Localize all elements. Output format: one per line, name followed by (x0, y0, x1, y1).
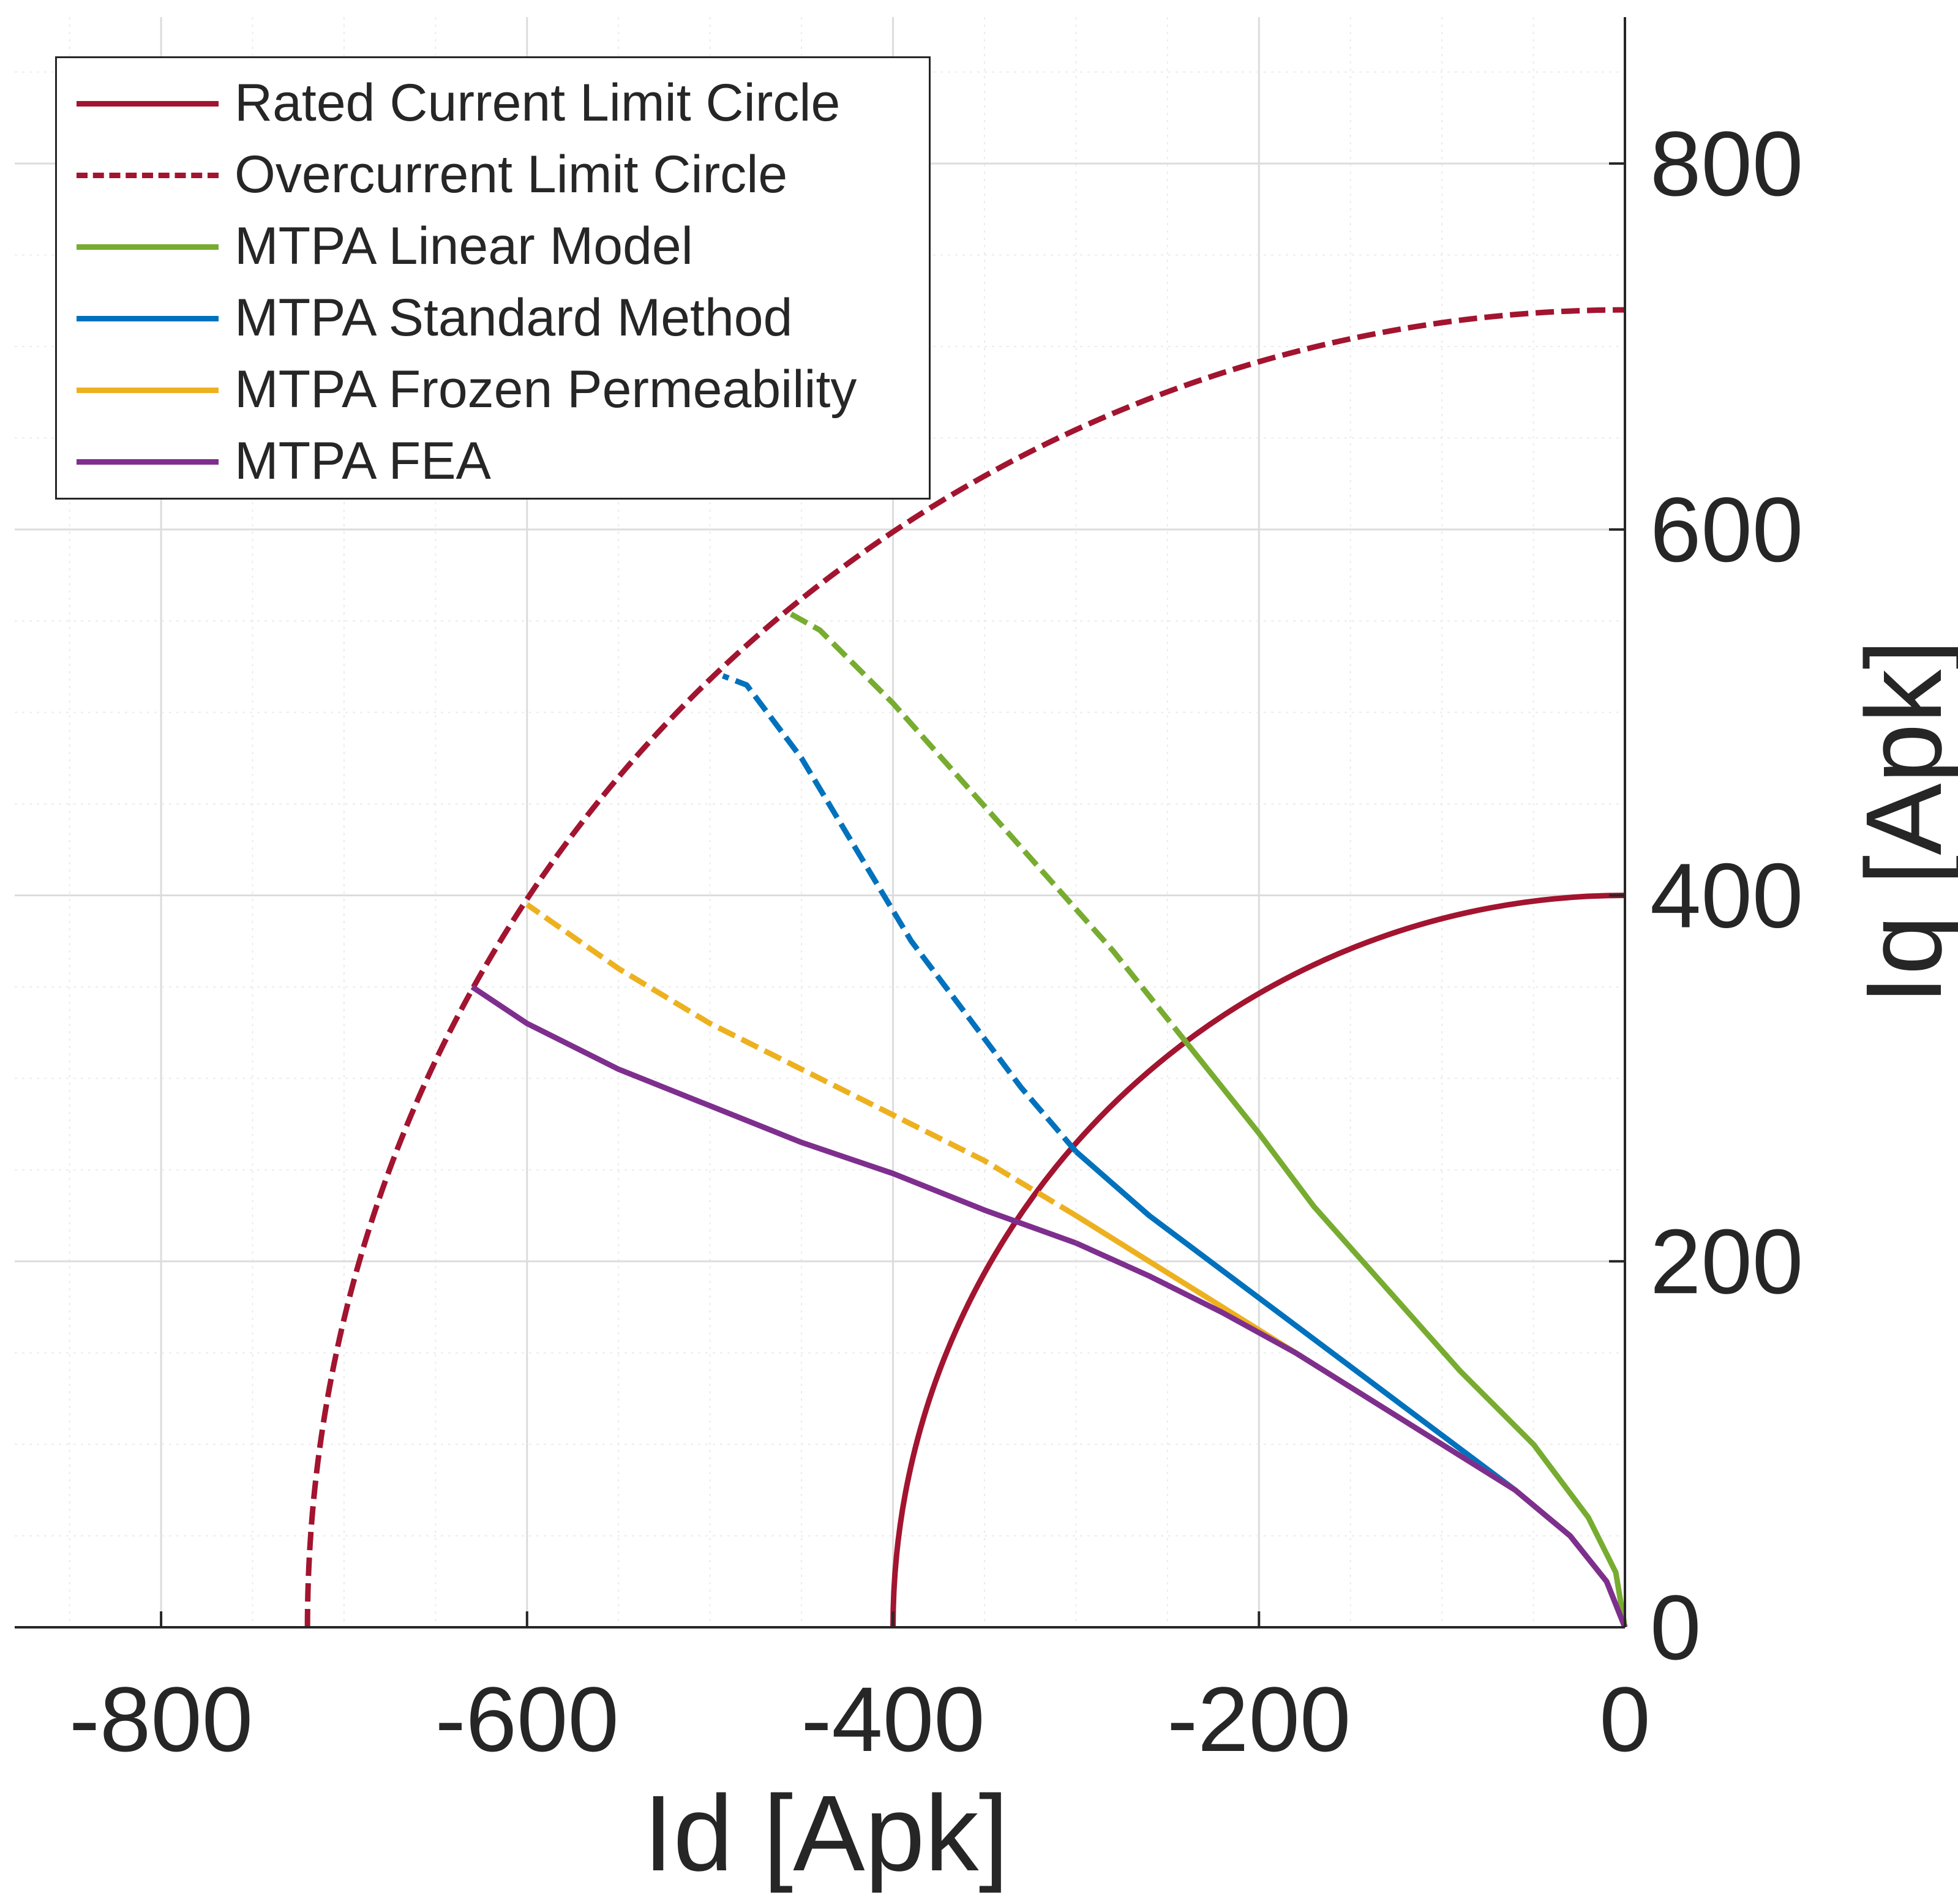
legend-swatch (77, 244, 219, 250)
x-tick-label: 0 (1599, 1668, 1650, 1771)
legend-label: MTPA FEA (234, 432, 491, 490)
series-line-mtpa-linear-model-over (786, 609, 1188, 1044)
axes (15, 17, 1626, 1629)
legend-entry-rated-circle: Rated Current Limit Circle (57, 68, 929, 140)
legend-label: MTPA Standard Method (234, 288, 793, 347)
x-tick-label: -800 (69, 1668, 253, 1771)
y-axis-label: Iq [Apk] (1844, 640, 1958, 1005)
legend-label: Rated Current Limit Circle (234, 73, 841, 132)
legend-swatch (77, 316, 219, 321)
plot-series (304, 307, 1628, 1629)
legend-swatch (77, 459, 219, 465)
legend-entry-mtpa-fea: MTPA FEA (57, 426, 929, 498)
series-line-mtpa-frozen-permeability-over (525, 902, 1078, 1218)
y-tick-label: 800 (1650, 112, 1803, 215)
x-tick-label: -400 (801, 1668, 985, 1771)
y-tick-label: 600 (1650, 478, 1803, 581)
y-tick-label: 0 (1650, 1576, 1701, 1679)
legend-entry-mtpa-linear: MTPA Linear Model (57, 211, 929, 283)
series-line-mtpa-fea-rated (1075, 1240, 1628, 1629)
legend-label: Overcurrent Limit Circle (234, 145, 788, 204)
legend-swatch (77, 173, 219, 178)
series-line-mtpa-fea-over (470, 984, 1077, 1246)
series-line-overcurrent-limit-circle (304, 307, 1626, 1628)
y-tick-label: 200 (1650, 1210, 1803, 1313)
legend-entry-overcurrent-circle: Overcurrent Limit Circle (57, 140, 929, 211)
series-line-mtpa-linear-model-rated (1183, 1040, 1628, 1628)
legend-swatch (77, 388, 219, 393)
x-tick-label: -600 (435, 1668, 619, 1771)
legend: Rated Current Limit Circle Overcurrent L… (55, 56, 931, 500)
legend-entry-mtpa-standard: MTPA Standard Method (57, 283, 929, 354)
legend-label: MTPA Frozen Permeability (234, 360, 857, 419)
series-line-mtpa-standard-method-over (721, 673, 1078, 1153)
y-tick-label: 400 (1650, 844, 1803, 947)
series-line-rated-current-limit-circle (890, 893, 1626, 1628)
legend-swatch (77, 101, 219, 107)
tick-labels: -800 -600 -400 -200 00 200 400 600 800 (69, 112, 1803, 1771)
legend-label: MTPA Linear Model (234, 217, 693, 275)
x-tick-label: -200 (1167, 1668, 1351, 1771)
x-axis-label: Id [Apk] (643, 1774, 1009, 1894)
legend-entry-mtpa-frozen: MTPA Frozen Permeability (57, 354, 929, 426)
